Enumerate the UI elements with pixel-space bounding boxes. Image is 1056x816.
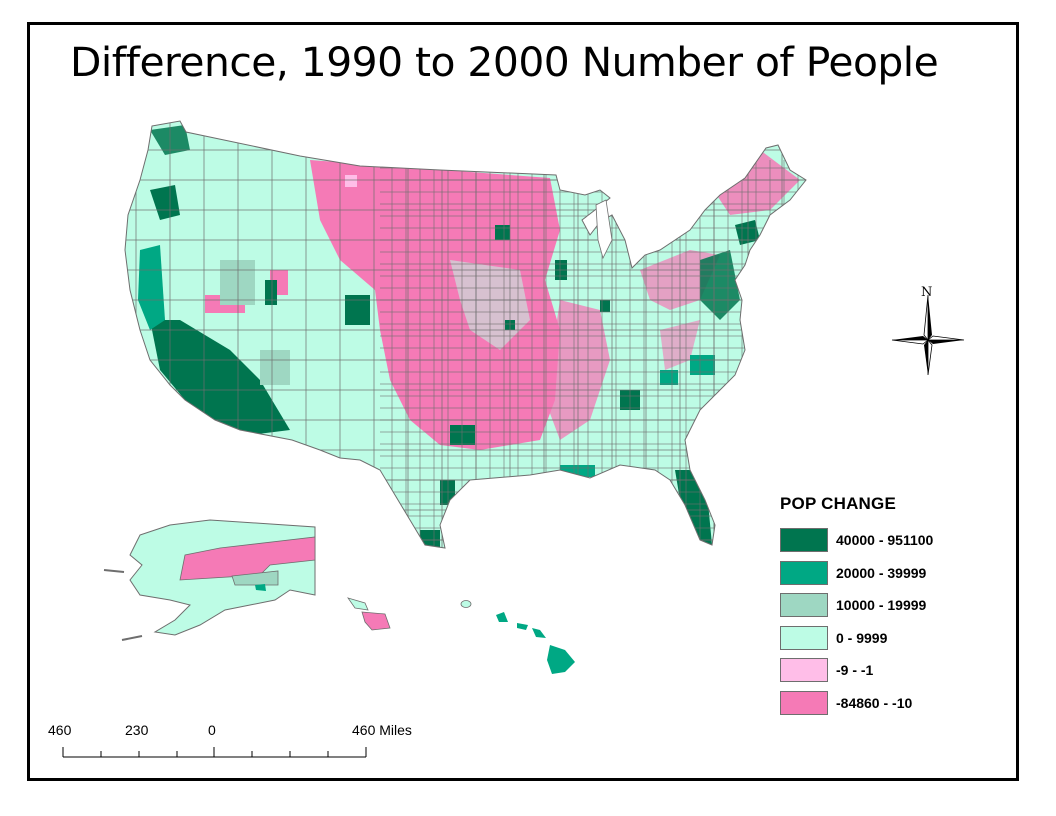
scale-label: 460 Miles <box>352 722 412 738</box>
legend-label: -84860 - -10 <box>836 694 913 711</box>
map-title: Difference, 1990 to 2000 Number of Peopl… <box>70 40 939 86</box>
aleutian-islands <box>347 597 391 631</box>
legend-label: 20000 - 39999 <box>836 564 927 581</box>
scale-label: 230 <box>125 722 149 738</box>
legend-label: -9 - -1 <box>836 662 874 679</box>
legend-swatch <box>780 625 828 650</box>
legend-label: 10000 - 19999 <box>836 597 927 614</box>
compass-rose-icon <box>891 294 965 376</box>
legend-swatch <box>780 593 828 618</box>
legend-item: 20000 - 39999 <box>780 557 933 590</box>
legend-label: 40000 - 951100 <box>836 532 934 549</box>
conus-counties <box>125 121 806 548</box>
legend-label: 0 - 9999 <box>836 629 888 646</box>
scale-label: 460 <box>48 722 72 738</box>
alaska-inset <box>103 519 316 641</box>
legend-item: -84860 - -10 <box>780 687 933 720</box>
legend-item: 10000 - 19999 <box>780 589 933 622</box>
legend-swatch <box>780 560 828 585</box>
scale-label: 0 <box>208 722 216 738</box>
legend-title: POP CHANGE <box>780 494 896 513</box>
north-label: N <box>921 285 933 300</box>
legend-item: -9 - -1 <box>780 654 933 687</box>
scale-bar: 460 230 0 460 Miles <box>40 720 460 770</box>
lake-michigan <box>595 199 613 260</box>
legend-swatch <box>780 528 828 553</box>
north-arrow: N <box>890 285 965 380</box>
legend-swatch <box>780 690 828 715</box>
map-legend: POP CHANGE 40000 - 951100 20000 - 39999 … <box>780 494 933 719</box>
legend-item: 40000 - 951100 <box>780 524 933 557</box>
hawaii-inset <box>460 600 575 674</box>
legend-swatch <box>780 658 828 683</box>
legend-item: 0 - 9999 <box>780 622 933 655</box>
map-frame <box>27 22 1019 781</box>
scale-ticks <box>62 747 367 758</box>
